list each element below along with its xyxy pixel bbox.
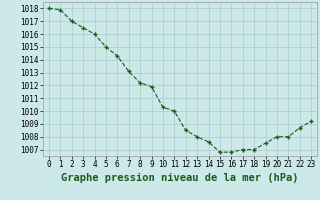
X-axis label: Graphe pression niveau de la mer (hPa): Graphe pression niveau de la mer (hPa): [61, 173, 299, 183]
